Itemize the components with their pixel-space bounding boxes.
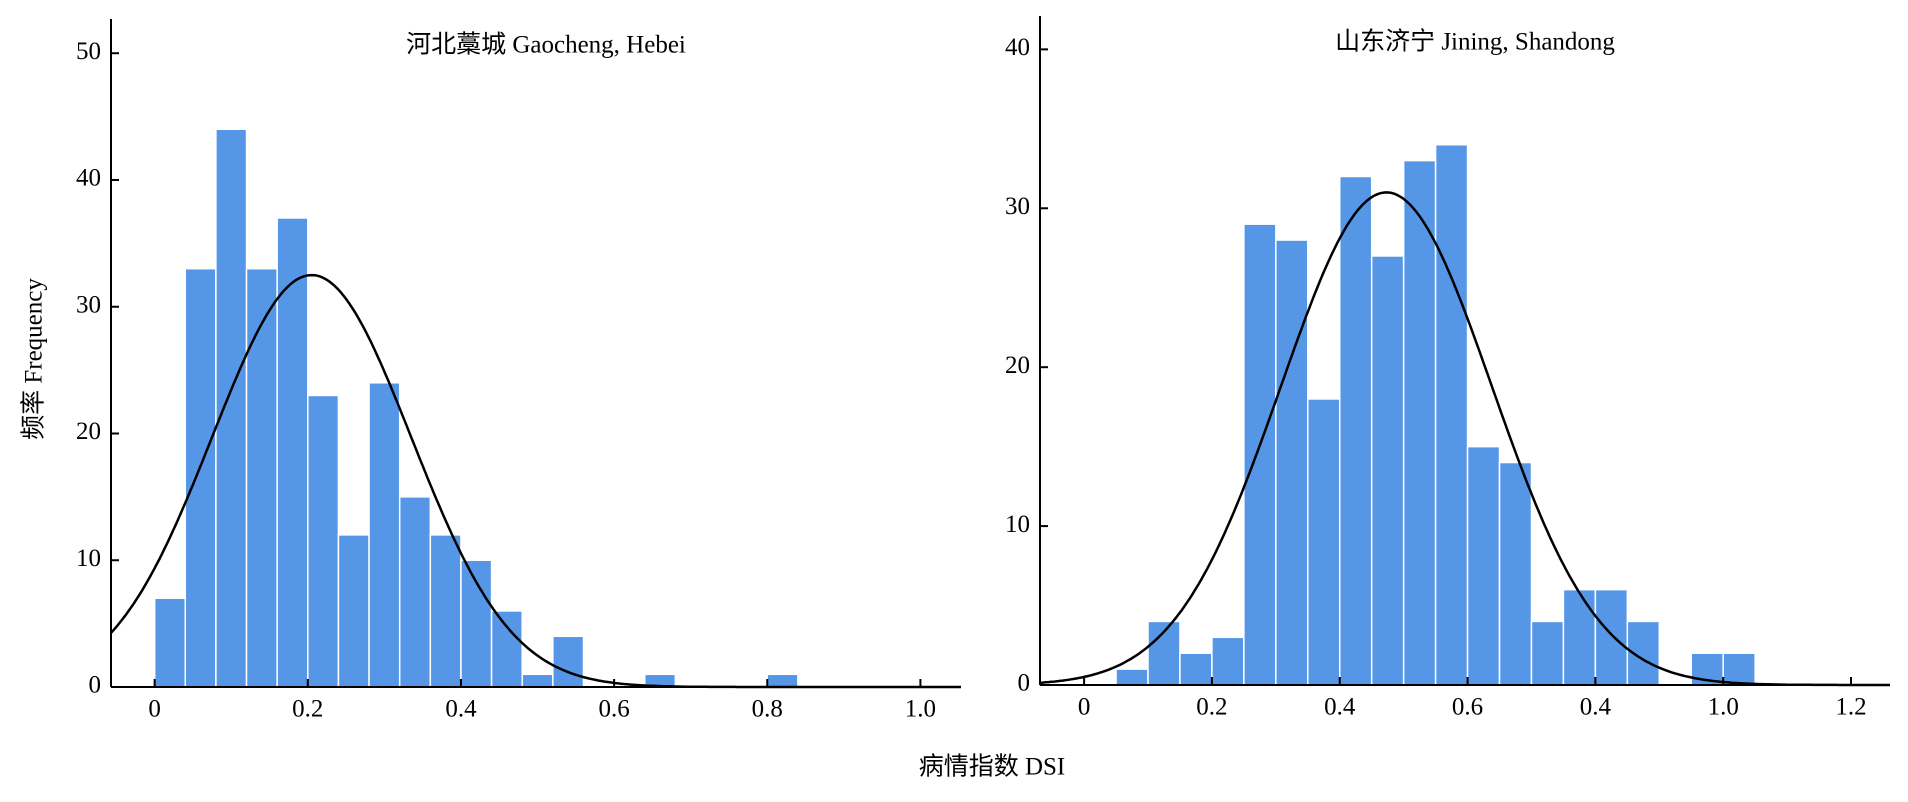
x-tick-label: 0.6 bbox=[1452, 694, 1483, 721]
bar bbox=[766, 673, 799, 688]
x-tick-label: 1.2 bbox=[1835, 694, 1866, 721]
bar bbox=[552, 635, 585, 688]
bar bbox=[1594, 588, 1629, 686]
x-tick-label: 0.4 bbox=[445, 696, 477, 723]
bar bbox=[460, 559, 493, 688]
bar bbox=[184, 267, 217, 688]
y-tick-label: 50 bbox=[76, 38, 101, 65]
y-axis-label: 频率 Frequency bbox=[20, 278, 48, 440]
bar bbox=[1275, 239, 1309, 686]
bar bbox=[337, 534, 370, 688]
x-tick-label: 0.8 bbox=[752, 696, 783, 723]
y-tick-label: 20 bbox=[76, 418, 101, 445]
y-tick-label: 20 bbox=[1005, 352, 1030, 379]
chart-title: 河北藁城 Gaocheng, Hebei bbox=[406, 31, 686, 59]
bar bbox=[245, 267, 278, 688]
bar bbox=[1498, 461, 1533, 686]
x-tick-label: 1.0 bbox=[905, 696, 936, 723]
x-tick-label: 0 bbox=[1078, 694, 1091, 721]
bar bbox=[1115, 668, 1149, 686]
fit-curve bbox=[1039, 191, 1890, 687]
x-tick-label: 0.4 bbox=[1324, 694, 1356, 721]
y-tick-label: 0 bbox=[89, 672, 102, 699]
bar bbox=[153, 597, 187, 688]
y-tick-label: 10 bbox=[1005, 511, 1030, 538]
bar bbox=[521, 673, 554, 688]
bar bbox=[276, 217, 309, 688]
y-tick-label: 30 bbox=[1005, 193, 1030, 220]
x-tick-label: 0 bbox=[148, 696, 161, 723]
bar bbox=[1402, 159, 1437, 686]
y-tick-label: 10 bbox=[76, 545, 101, 572]
y-tick-label: 30 bbox=[76, 291, 101, 318]
bar bbox=[1530, 620, 1565, 686]
y-tick-label: 0 bbox=[1018, 670, 1031, 697]
bar bbox=[1562, 588, 1597, 686]
bar bbox=[1179, 652, 1213, 686]
bar bbox=[1722, 652, 1756, 686]
bar bbox=[307, 394, 340, 688]
bar bbox=[1434, 143, 1469, 686]
chart-title: 山东济宁 Jining, Shandong bbox=[1335, 28, 1615, 56]
bar bbox=[1370, 255, 1405, 686]
bar bbox=[1243, 223, 1277, 686]
bar bbox=[490, 610, 523, 688]
x-tick-label: 0.2 bbox=[292, 696, 323, 723]
x-tick-label: 1.0 bbox=[1708, 694, 1739, 721]
bar bbox=[368, 382, 401, 688]
bar bbox=[398, 496, 432, 688]
x-tick-label: 0.6 bbox=[598, 696, 629, 723]
bar bbox=[1338, 175, 1373, 686]
bar bbox=[1307, 398, 1341, 686]
bar bbox=[215, 128, 248, 688]
x-tick-label: 0.2 bbox=[1196, 694, 1227, 721]
bar bbox=[1211, 636, 1245, 686]
bar bbox=[429, 534, 462, 688]
x-axis-label: 病情指数 DSI bbox=[919, 753, 1066, 781]
y-tick-label: 40 bbox=[76, 165, 101, 192]
y-tick-label: 40 bbox=[1005, 34, 1030, 61]
x-tick-label: 0.4 bbox=[1580, 694, 1612, 721]
bar bbox=[1466, 445, 1501, 686]
